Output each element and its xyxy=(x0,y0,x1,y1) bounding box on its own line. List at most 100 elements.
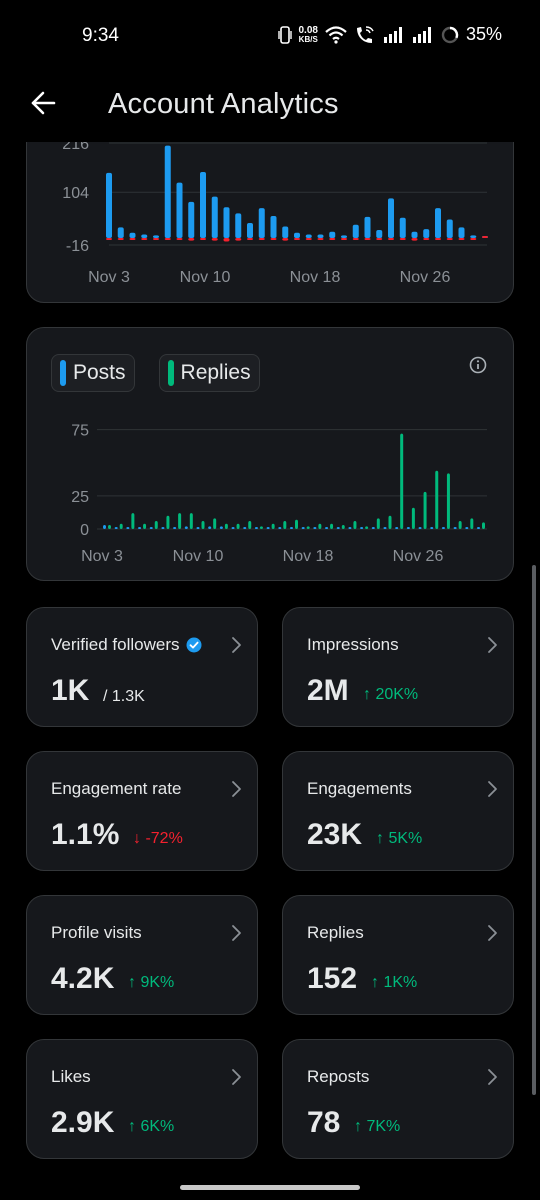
replies-bar xyxy=(131,513,135,529)
replies-bar xyxy=(435,470,439,529)
replies-bar xyxy=(143,523,147,529)
network-speed: 0.08 KB/S xyxy=(298,24,318,44)
posts-bar xyxy=(465,527,469,529)
chevron-right-icon xyxy=(488,781,497,797)
posts-bar xyxy=(266,527,270,529)
y-tick-label: 75 xyxy=(71,423,89,440)
metric-label: Engagements xyxy=(307,779,412,799)
series-1-bar xyxy=(235,237,242,241)
metric-card-profile-visits[interactable]: Profile visits 4.2K ↑ 9K% xyxy=(26,895,258,1015)
app-header: Account Analytics xyxy=(0,70,540,142)
series-1-bar xyxy=(317,237,324,240)
posts-bar xyxy=(149,527,153,529)
network-speed-unit: KB/S xyxy=(298,34,318,44)
metric-value: 23K xyxy=(307,818,363,851)
metric-card-engagement-rate[interactable]: Engagement rate 1.1% ↓ -72% xyxy=(26,751,258,871)
posts-bar xyxy=(430,527,434,529)
metric-card-replies[interactable]: Replies 152 ↑ 1K% xyxy=(282,895,514,1015)
metric-label: Likes xyxy=(51,1067,91,1087)
series-0-bar xyxy=(223,207,230,238)
info-icon[interactable] xyxy=(469,356,487,374)
x-tick-label: Nov 26 xyxy=(400,269,451,286)
series-0-bar xyxy=(247,223,253,238)
metric-label: Reposts xyxy=(307,1067,369,1087)
replies-bar xyxy=(353,521,357,529)
engagement-chart-card: 216 104 -16 Nov 3 Nov 10 Nov 18 Nov 26 xyxy=(26,120,514,303)
network-speed-value: 0.08 xyxy=(298,24,318,36)
series-1-bar xyxy=(106,237,112,240)
metric-change: ↑ 5K% xyxy=(376,830,423,847)
series-0-bar xyxy=(329,231,336,238)
replies-bar xyxy=(470,518,474,529)
status-icons: 0.08 KB/S 35% xyxy=(277,24,502,45)
legend-posts-toggle[interactable]: Posts xyxy=(51,354,135,392)
series-1-bar xyxy=(247,237,253,240)
posts-bar xyxy=(441,527,445,529)
posts-bar xyxy=(161,527,165,529)
metric-value: 78 xyxy=(307,1106,341,1139)
series-0-bar xyxy=(446,219,453,238)
series-0-bar xyxy=(235,213,242,238)
posts-bar xyxy=(453,527,457,529)
series-0-bar xyxy=(352,224,359,238)
vibrate-icon xyxy=(277,25,292,44)
series-1-bar xyxy=(399,237,406,240)
series-0-bar xyxy=(376,230,383,238)
back-button[interactable] xyxy=(26,86,60,120)
metric-card-engagements[interactable]: Engagements 23K ↑ 5K% xyxy=(282,751,514,871)
chevron-right-icon xyxy=(488,637,497,653)
series-0-bar xyxy=(164,145,171,238)
metric-change: ↑ 1K% xyxy=(371,974,418,991)
posts-bar xyxy=(395,527,399,529)
battery-percent: 35% xyxy=(465,24,502,44)
chart-legend: Posts Replies xyxy=(51,354,260,392)
replies-bar xyxy=(271,523,275,529)
y-tick-label: 25 xyxy=(71,489,89,506)
replies-bar xyxy=(224,523,228,529)
posts-bar xyxy=(184,526,188,529)
replies-bar xyxy=(259,526,263,529)
legend-replies-toggle[interactable]: Replies xyxy=(158,354,260,392)
series-1-bar xyxy=(388,237,394,240)
replies-bar xyxy=(423,491,427,529)
replies-bar xyxy=(318,523,322,529)
posts-bar xyxy=(114,527,118,529)
replies-bar xyxy=(365,526,369,529)
y-tick-label: -16 xyxy=(66,238,89,255)
scrollbar[interactable] xyxy=(532,565,536,1095)
series-1-bar xyxy=(329,237,336,240)
posts-replies-chart-card: 75 25 0 Nov 3 Nov 10 Nov 18 Nov 26 Posts Repli… xyxy=(26,327,514,581)
metric-label: Verified followers xyxy=(51,635,202,655)
posts-bar xyxy=(243,527,247,529)
y-tick-label: 104 xyxy=(62,185,89,202)
replies-bar xyxy=(295,519,298,529)
series-1-bar xyxy=(141,237,148,240)
series-0-bar xyxy=(106,172,112,238)
replies-bar xyxy=(154,521,158,529)
metric-value: 152 xyxy=(307,962,358,995)
series-1-bar xyxy=(282,237,289,241)
metric-card-verified-followers[interactable]: Verified followers 1K / 1.3K xyxy=(26,607,258,727)
metric-card-impressions[interactable]: Impressions 2M ↑ 20K% xyxy=(282,607,514,727)
replies-bar xyxy=(306,526,310,529)
metric-label-text: Profile visits xyxy=(51,923,142,942)
series-0-bar xyxy=(211,196,218,238)
series-0-bar xyxy=(282,226,289,238)
metric-card-likes[interactable]: Likes 2.9K ↑ 6K% xyxy=(26,1039,258,1159)
home-indicator[interactable] xyxy=(180,1185,360,1190)
metric-card-reposts[interactable]: Reposts 78 ↑ 7K% xyxy=(282,1039,514,1159)
series-0-bar xyxy=(258,208,265,238)
posts-bar xyxy=(371,527,375,529)
metric-value: 4.2K xyxy=(51,962,115,995)
posts-bar xyxy=(418,527,422,529)
metric-value: 2.9K xyxy=(51,1106,115,1139)
series-1-bar xyxy=(423,237,430,240)
series-1-bar xyxy=(446,237,453,240)
x-tick-label: Nov 18 xyxy=(283,548,334,565)
chevron-right-icon xyxy=(488,925,497,941)
posts-bar xyxy=(138,527,142,529)
series-1-bar xyxy=(341,237,347,240)
series-0-bar xyxy=(141,234,148,238)
x-tick-label: Nov 10 xyxy=(173,548,224,565)
x-tick-label: Nov 10 xyxy=(180,269,231,286)
